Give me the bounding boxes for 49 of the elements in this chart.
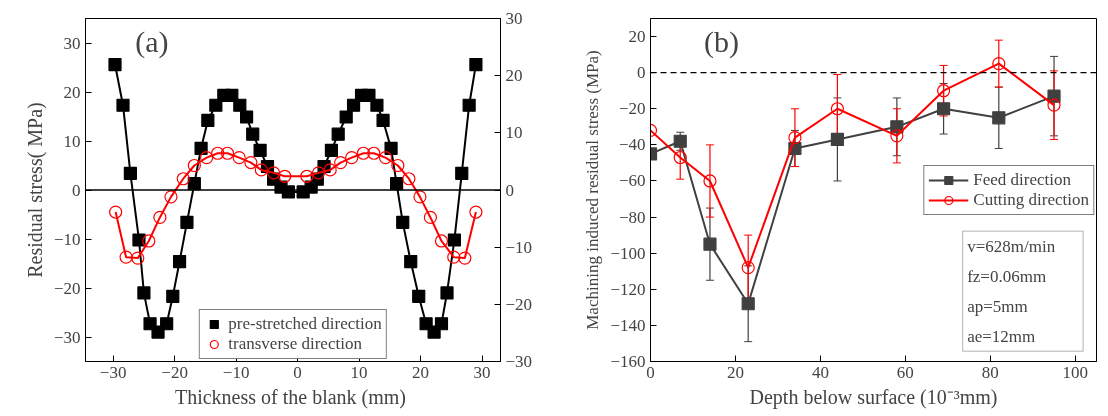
y-tick-label: 20 [63,82,81,102]
y2-tick-label: 10 [505,123,523,143]
y-tick-label: −60 [618,171,646,191]
x-tick-label: −20 [161,362,188,382]
x-axis-title: Depth below surface (10⁻³mm) [749,385,998,409]
annotation: fz=0.06mm [967,266,1047,286]
y-tick-label: 10 [63,131,81,151]
y2-tick-label: 30 [505,9,523,28]
legend-label: transverse direction [228,334,362,354]
y-tick-label: −20 [618,99,646,119]
y2-tick-label: 0 [505,180,514,200]
x-tick-label: −30 [99,362,127,382]
x-tick-label: −10 [222,362,250,382]
x-tick-label: 40 [811,362,829,382]
annotation: (b) [704,25,739,60]
annotation: ae=12mm [967,326,1036,346]
legend-label: Feed direction [973,169,1072,190]
y-tick-label: −30 [53,327,81,347]
y-tick-label: 0 [72,180,81,200]
y-tick-label: −120 [610,279,646,299]
y-axis-title: Residual stress( MPa) [23,102,47,278]
y-tick-label: −20 [53,278,81,298]
x-tick-label: 80 [981,362,999,382]
annotation: ap=5mm [967,296,1028,316]
y-axis-title: Machining induced residual stress (MPa) [583,50,603,330]
legend-label: Cutting direction [973,189,1089,210]
annotation: (a) [135,25,169,60]
y-tick-label: 20 [628,27,646,47]
y2-tick-label: −20 [505,294,533,314]
x-tick-label: 20 [726,362,744,382]
x-axis-title: Thickness of the blank (mm) [174,385,407,409]
y-tick-label: 0 [637,63,646,83]
y-tick-label: −100 [610,243,646,263]
x-tick-label: 20 [412,362,430,382]
x-tick-label: 0 [293,362,302,382]
y2-tick-label: 20 [505,66,523,86]
x-tick-label: 60 [896,362,914,382]
legend-label: pre-stretched direction [228,314,382,334]
x-tick-label: 30 [473,362,491,382]
annotation: v=628m/min [967,236,1056,256]
y-tick-label: −10 [53,229,81,249]
y-tick-label: 30 [63,33,81,53]
x-tick-label: 100 [1062,362,1089,382]
x-tick-label: 10 [350,362,368,382]
y-tick-label: −140 [610,315,646,335]
y2-tick-label: −10 [505,237,533,257]
y-tick-label: −160 [610,352,646,371]
y-tick-label: −80 [618,207,646,227]
y-tick-label: −40 [618,135,646,155]
